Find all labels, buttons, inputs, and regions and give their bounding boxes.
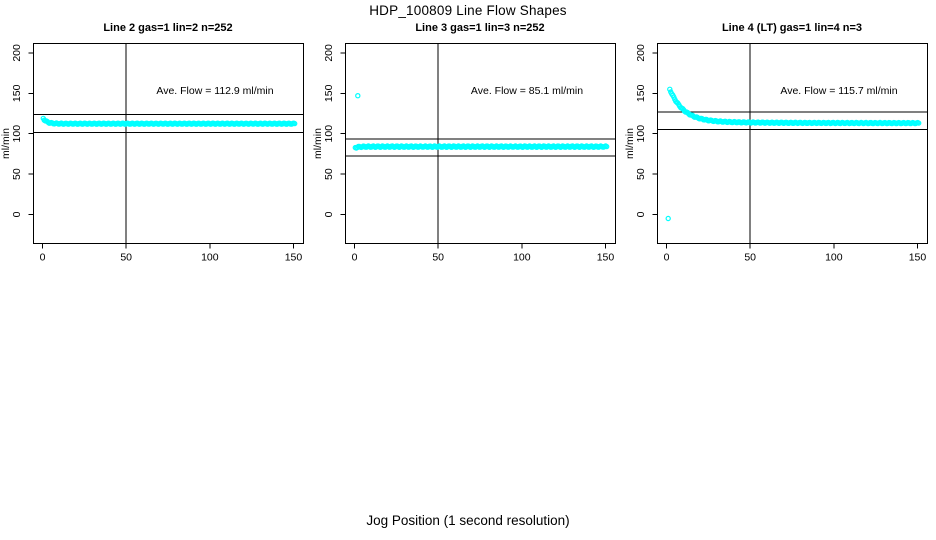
x-tick-label: 0 xyxy=(664,252,670,264)
y-tick-label: 0 xyxy=(635,211,647,217)
panel-line3-plot-svg: 0 50 100 150 0 50 100 150 200 ml/min xyxy=(312,43,616,264)
plot-box xyxy=(657,43,928,244)
x-tick-label: 150 xyxy=(597,252,615,264)
panel-line3-title: Line 3 gas=1 lin=3 n=252 xyxy=(415,22,545,34)
y-tick-label: 50 xyxy=(11,168,23,180)
x-tick-label: 100 xyxy=(513,252,531,264)
x-tick-label: 50 xyxy=(432,252,444,264)
panel-line4-title: Line 4 (LT) gas=1 lin=4 n=3 xyxy=(721,22,863,34)
y-axis-unit-label: ml/min xyxy=(624,128,636,159)
y-tick-label: 0 xyxy=(323,211,335,217)
y-tick-label: 50 xyxy=(323,168,335,180)
panel-line4-plot-svg: 0 50 100 150 0 50 100 150 200 ml/min xyxy=(624,43,928,264)
x-axis-label: Jog Position (1 second resolution) xyxy=(366,513,570,528)
data-point xyxy=(292,120,298,127)
panel-line2-title: Line 2 gas=1 lin=2 n=252 xyxy=(103,22,233,34)
y-tick-label: 0 xyxy=(11,211,23,217)
x-tick-label: 50 xyxy=(120,252,132,264)
data-point xyxy=(604,143,610,150)
panel-line2-plot-svg: 0 50 100 150 0 50 100 150 200 ml/min xyxy=(0,43,304,264)
x-tick-label: 100 xyxy=(825,252,843,264)
y-tick-label: 200 xyxy=(635,44,647,62)
y-tick-label: 50 xyxy=(635,168,647,180)
y-tick-label: 100 xyxy=(323,125,335,143)
x-tick-label: 150 xyxy=(285,252,303,264)
data-point xyxy=(665,215,671,222)
x-tick-label: 0 xyxy=(352,252,358,264)
plot-box xyxy=(33,43,304,244)
y-tick-label: 150 xyxy=(323,84,335,102)
y-axis-unit-label: ml/min xyxy=(0,128,12,159)
panel-line2: 0 50 100 150 0 50 100 150 200 ml/min Line 2 gas=1… xyxy=(0,0,312,280)
y-tick-label: 100 xyxy=(635,125,647,143)
data-point xyxy=(667,86,673,93)
x-tick-label: 0 xyxy=(40,252,46,264)
y-tick-label: 150 xyxy=(635,84,647,102)
x-tick-label: 100 xyxy=(201,252,219,264)
y-tick-label: 100 xyxy=(11,125,23,143)
plot-box xyxy=(345,43,616,244)
y-tick-label: 200 xyxy=(323,44,335,62)
y-tick-label: 200 xyxy=(11,44,23,62)
figure-title: HDP_100809 Line Flow Shapes xyxy=(369,3,567,18)
data-point xyxy=(916,120,922,126)
panel-line3: 0 50 100 150 0 50 100 150 200 ml/min Line 3 gas=1… xyxy=(312,0,624,280)
y-axis-unit-label: ml/min xyxy=(312,128,324,159)
data-point xyxy=(355,92,361,99)
x-tick-label: 150 xyxy=(909,252,927,264)
panel-line4: 0 50 100 150 0 50 100 150 200 ml/min Line 4 (LT) … xyxy=(624,0,936,280)
x-tick-label: 50 xyxy=(744,252,756,264)
y-tick-label: 150 xyxy=(11,84,23,102)
